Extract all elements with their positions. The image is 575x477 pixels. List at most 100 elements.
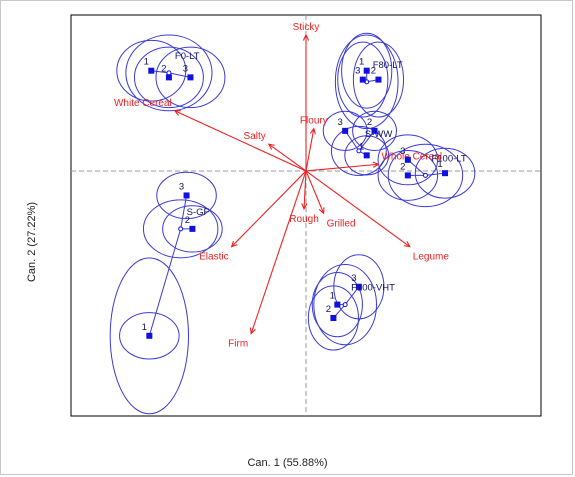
link-s-gf-1 [148,228,182,336]
group-label-f100-lt: F100-LT [431,153,466,164]
link-s-ww-2 [358,130,375,152]
point-f100-vht-3 [355,283,362,290]
ellipse-group-f100-lt [387,143,464,208]
ellipse-f100-vht-3 [333,254,385,320]
ellipse-f80-lt-2 [352,41,405,118]
point-label-f0-lt-3: 3 [183,63,188,74]
arrowhead-white-cereal [173,110,181,116]
vector-label-sticky: Sticky [293,22,320,33]
link-f0-lt-3 [168,72,191,78]
vector-elastic [231,170,307,248]
vector-grilled [305,170,325,214]
vector-label-elastic: Elastic [199,252,228,263]
group-label-f80-lt: F80-LT [373,60,403,71]
link-s-gf-3 [180,195,188,229]
arrowhead-whole-cereal [372,161,380,168]
centroid-s-gf [178,226,184,232]
ellipse-s-ww-2 [352,110,397,151]
point-label-s-gf-1: 1 [142,322,147,333]
link-f100-lt-1 [425,172,446,176]
ellipse-f100-vht-1 [311,272,363,338]
ellipse-s-ww-3 [322,110,368,151]
ellipse-f100-lt-2 [377,149,439,201]
attribute-vectors: Sticky White Cereal Salty Floury Whole Cerea… [114,22,449,350]
ellipse-f0-lt-2 [133,46,204,109]
ellipse-group-s-ww [330,125,387,176]
confidence-ellipses [109,32,476,415]
arrowhead-rough [301,203,308,211]
vector-label-white-cereal: White Cereal [114,98,172,109]
point-label-f100-vht-2: 2 [326,304,331,315]
arrowhead-legume [403,241,411,248]
ellipse-s-gf-1 [119,312,180,360]
link-s-ww-3 [344,130,360,152]
arrowhead-floury [309,127,316,135]
point-label-s-ww-2: 2 [367,117,372,128]
ellipse-extra-s-gf-0 [109,257,189,415]
point-f100-lt-3 [404,156,411,163]
arrowhead-firm [249,327,256,335]
arrowhead-elastic [230,240,238,248]
point-s-gf-2 [189,225,196,232]
vector-floury [305,128,315,172]
group-label-f0-lt: F0-LT [175,51,200,62]
point-label-f100-vht-1: 1 [330,291,335,302]
centroid-f100-vht [342,302,348,308]
point-label-f80-lt-2: 2 [371,66,376,77]
ellipse-group-f0-lt [125,34,213,112]
group-label-s-ww: S-WW [365,129,392,140]
point-s-gf-3 [183,192,190,199]
point-s-ww-3 [342,127,349,134]
vector-label-salty: Salty [244,131,266,142]
point-label-s-gf-3: 3 [179,181,184,192]
vector-label-floury: Floury [300,116,328,127]
point-label-f80-lt-1: 1 [359,57,364,68]
centroid-s-ww [356,148,362,154]
point-f100-lt-1 [442,170,449,177]
point-label-f100-lt-2: 2 [400,161,405,172]
ellipse-group-s-gf [142,199,219,259]
ellipse-group-f100-vht [313,264,377,346]
point-s-ww-2 [371,127,378,134]
group-label-s-gf: S-GF [187,207,210,218]
centroid-f100-lt [422,172,428,178]
point-s-gf-1 [146,332,153,339]
ellipse-f80-lt-3 [337,41,389,118]
point-label-f100-lt-3: 3 [400,146,405,157]
point-label-f0-lt-1: 1 [144,57,149,68]
point-label-s-ww-3: 3 [338,117,343,128]
vector-label-firm: Firm [228,339,248,350]
vector-label-whole-cereal: Whole Cereal [381,151,442,162]
arrowhead-salty [267,143,275,150]
point-f100-lt-2 [404,172,411,179]
ellipse-f100-lt-1 [414,147,476,199]
x-axis-label: Can. 1 (55.88%) [247,457,328,469]
point-f0-lt-2 [165,74,172,81]
point-label-f80-lt-3: 3 [355,66,360,77]
point-f100-vht-1 [334,301,341,308]
vector-label-grilled: Grilled [327,218,356,229]
point-label-s-gf-2: 2 [185,215,190,226]
point-f0-lt-3 [187,74,194,81]
ellipse-s-gf-3 [156,171,217,220]
point-f80-lt-2 [375,76,382,83]
ellipse-f0-lt-3 [155,46,226,109]
vector-label-legume: Legume [413,252,450,263]
vector-white-cereal [174,110,307,172]
arrowhead-sticky [302,33,310,41]
vector-whole-cereal [305,163,379,172]
arrowhead-grilled [318,207,325,215]
point-f80-lt-3 [359,76,366,83]
ellipse-s-gf-2 [162,205,223,253]
centroid-f0-lt [166,70,172,76]
point-s-ww-1 [363,152,370,159]
sample-points: 12 3F0-LT123F80-LT123S-WW123F100-LT123F10… [142,51,467,339]
vector-rough [303,170,307,209]
point-f0-lt-1 [148,67,155,74]
point-label-s-ww-1: 1 [359,141,364,152]
vector-firm [250,170,307,334]
ellipse-f80-lt-1 [341,32,393,109]
vector-legume [305,170,411,248]
point-f100-vht-2 [330,314,337,321]
